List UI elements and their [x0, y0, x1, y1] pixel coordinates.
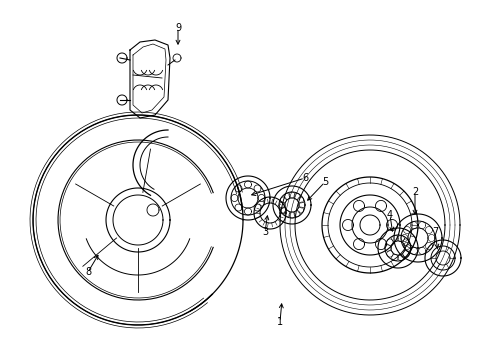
- Text: 7: 7: [431, 227, 437, 237]
- Text: 5: 5: [321, 177, 327, 187]
- Text: 4: 4: [386, 210, 392, 220]
- Text: 8: 8: [85, 267, 91, 277]
- Text: 3: 3: [262, 227, 267, 237]
- Text: 1: 1: [276, 317, 283, 327]
- Text: 9: 9: [175, 23, 181, 33]
- Text: 2: 2: [411, 187, 417, 197]
- Text: 6: 6: [301, 173, 307, 183]
